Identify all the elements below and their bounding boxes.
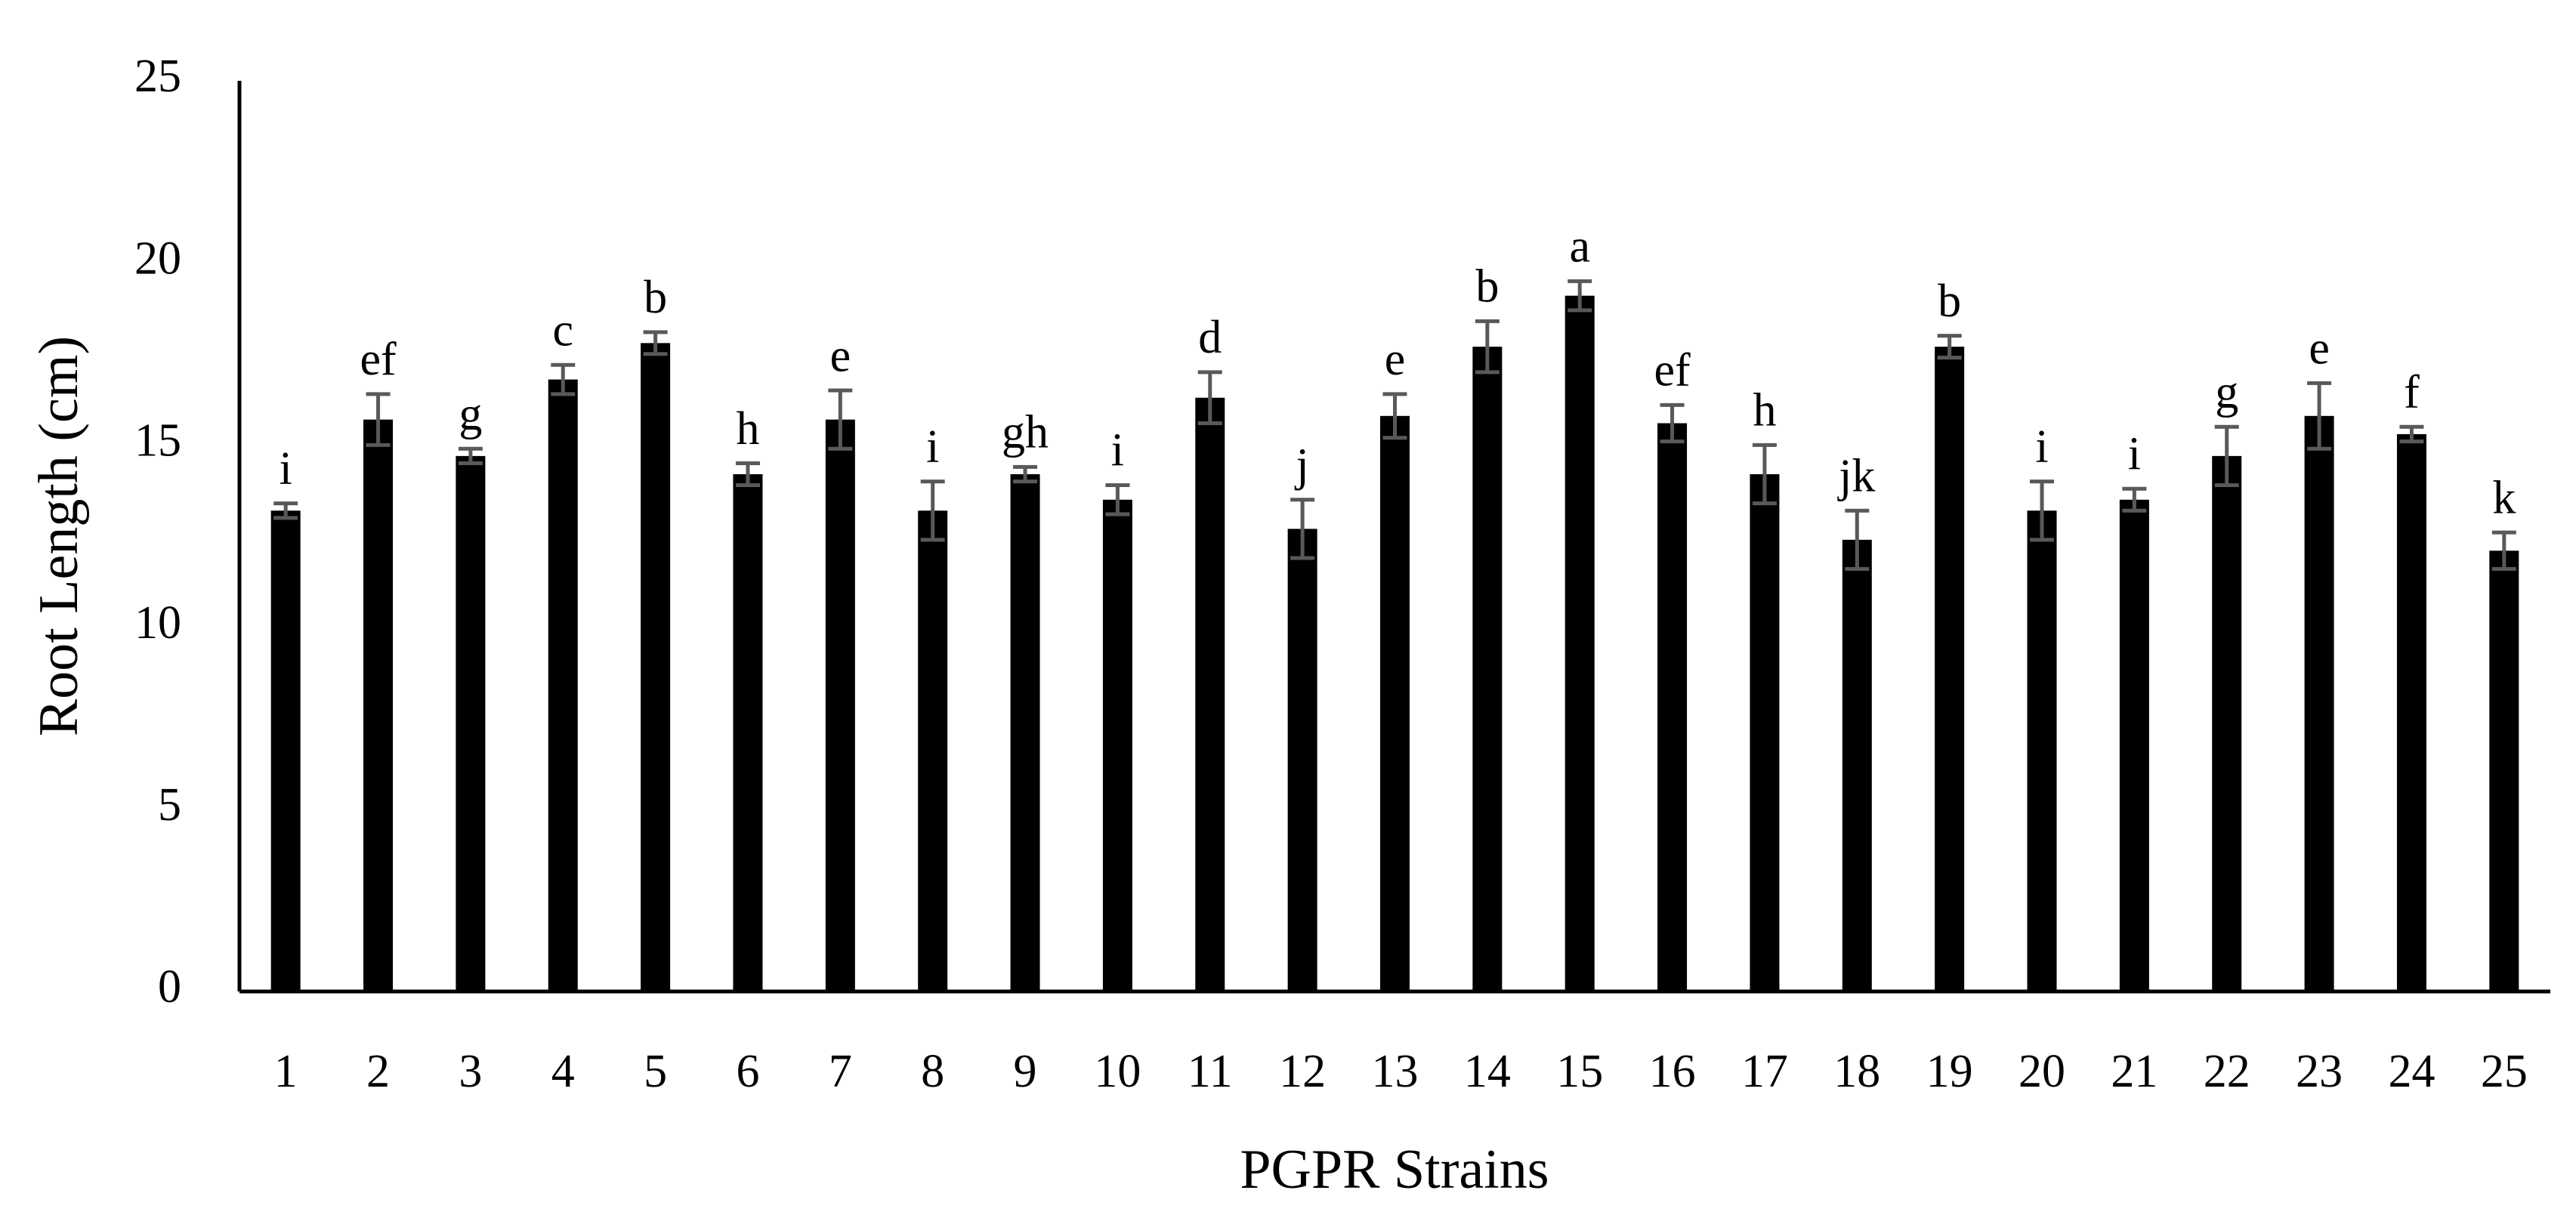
x-tick-label: 24 [2388, 1046, 2435, 1097]
significance-letter: f [2404, 367, 2420, 418]
x-tick-label: 11 [1188, 1046, 1233, 1097]
bar [1750, 473, 1780, 991]
significance-letter: g [459, 388, 482, 439]
x-tick-label: 14 [1464, 1046, 1511, 1097]
bar [1102, 499, 1132, 991]
bar [1564, 295, 1595, 992]
bar [548, 379, 578, 991]
bar [2489, 550, 2519, 991]
significance-letter: h [1753, 385, 1776, 436]
y-tick-label: 5 [158, 779, 181, 831]
y-tick-label: 10 [134, 597, 181, 649]
significance-letter: j [1295, 439, 1309, 491]
x-tick-label: 21 [2111, 1046, 2157, 1097]
significance-letter: i [2035, 421, 2048, 473]
x-tick-label: 19 [1926, 1046, 1973, 1097]
x-tick-label: 1 [274, 1046, 298, 1097]
x-tick-label: 7 [829, 1046, 852, 1097]
significance-letter: e [830, 330, 851, 381]
significance-letter: ef [360, 334, 397, 385]
bar [2212, 455, 2242, 991]
bar [1195, 397, 1225, 991]
bar [641, 343, 671, 991]
x-tick-label: 25 [2481, 1046, 2528, 1097]
x-tick-label: 3 [459, 1046, 482, 1097]
x-axis-title: PGPR Strains [1240, 1139, 1549, 1201]
x-tick-label: 6 [736, 1046, 759, 1097]
x-tick-label: 18 [1833, 1046, 1880, 1097]
y-tick-label: 25 [134, 51, 181, 102]
bar [825, 419, 855, 991]
significance-letter: d [1198, 312, 1222, 363]
significance-letter: c [552, 305, 573, 356]
y-tick-label: 20 [134, 233, 181, 284]
x-tick-label: 2 [366, 1046, 390, 1097]
bar [1010, 473, 1040, 991]
x-tick-label: 10 [1094, 1046, 1141, 1097]
x-tick-label: 15 [1556, 1046, 1603, 1097]
x-tick-label: 4 [551, 1046, 575, 1097]
y-tick-label: 15 [134, 415, 181, 467]
significance-letter: e [1385, 334, 1406, 385]
bar [1380, 415, 1410, 991]
bar [1287, 529, 1317, 991]
bar [1842, 539, 1872, 991]
bar [2119, 499, 2149, 991]
x-tick-label: 5 [644, 1046, 667, 1097]
bar [1472, 347, 1503, 992]
significance-letter: ef [1654, 345, 1691, 396]
bar [2027, 510, 2057, 991]
bar [456, 455, 486, 991]
x-tick-label: 12 [1279, 1046, 1326, 1097]
bar [1935, 347, 1965, 992]
bar [1657, 423, 1688, 991]
x-tick-label: 9 [1014, 1046, 1037, 1097]
bar [363, 419, 394, 991]
x-tick-label: 20 [2018, 1046, 2065, 1097]
bar [2396, 433, 2426, 991]
significance-letter: b [1938, 276, 1961, 327]
significance-letter: k [2492, 472, 2516, 523]
y-axis-title: Root Length (cm) [28, 336, 90, 736]
bar [270, 510, 301, 991]
significance-letter: b [1475, 261, 1499, 313]
significance-letter: i [1111, 425, 1124, 476]
significance-letter: g [2215, 367, 2238, 418]
x-tick-label: 23 [2296, 1046, 2343, 1097]
significance-letter: jk [1837, 450, 1875, 501]
y-tick-label: 0 [158, 961, 181, 1013]
significance-letter: i [2128, 429, 2141, 480]
significance-letter: gh [1002, 407, 1049, 458]
significance-letter: e [2309, 323, 2330, 375]
x-tick-label: 13 [1372, 1046, 1419, 1097]
significance-letter: a [1569, 221, 1590, 273]
bar [2304, 415, 2334, 991]
bar [918, 510, 948, 991]
x-tick-label: 16 [1649, 1046, 1696, 1097]
x-tick-label: 17 [1741, 1046, 1788, 1097]
significance-letter: h [736, 403, 759, 455]
significance-letter: b [644, 272, 667, 323]
bar [733, 473, 763, 991]
x-tick-label: 8 [921, 1046, 944, 1097]
x-tick-label: 22 [2204, 1046, 2250, 1097]
significance-letter: i [926, 421, 939, 473]
significance-letter: i [280, 443, 292, 495]
